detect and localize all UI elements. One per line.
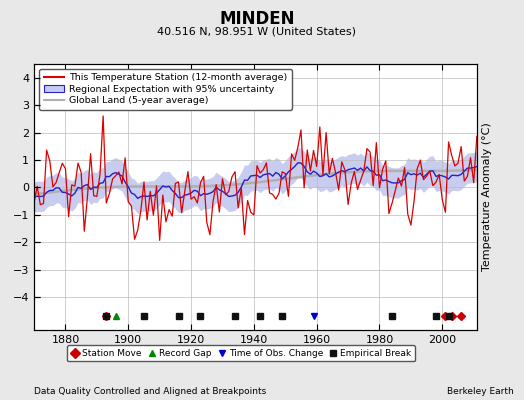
Legend: Station Move, Record Gap, Time of Obs. Change, Empirical Break: Station Move, Record Gap, Time of Obs. C… (67, 345, 415, 362)
Legend: This Temperature Station (12-month average), Regional Expectation with 95% uncer: This Temperature Station (12-month avera… (39, 69, 292, 110)
Y-axis label: Temperature Anomaly (°C): Temperature Anomaly (°C) (483, 123, 493, 271)
Text: 40.516 N, 98.951 W (United States): 40.516 N, 98.951 W (United States) (157, 26, 356, 36)
Text: MINDEN: MINDEN (219, 10, 294, 28)
Text: Berkeley Earth: Berkeley Earth (447, 387, 514, 396)
Text: Data Quality Controlled and Aligned at Breakpoints: Data Quality Controlled and Aligned at B… (34, 387, 266, 396)
